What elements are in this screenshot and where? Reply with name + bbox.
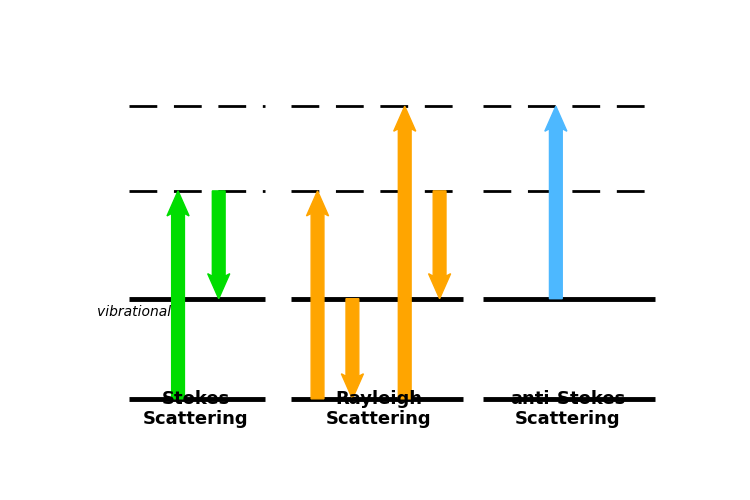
- FancyArrow shape: [167, 191, 189, 399]
- FancyArrow shape: [428, 191, 451, 298]
- FancyArrow shape: [307, 191, 328, 399]
- Text: anti-Stokes: anti-Stokes: [510, 390, 625, 408]
- Text: Scattering: Scattering: [142, 410, 248, 428]
- Text: vibrational: vibrational: [97, 305, 171, 319]
- Text: Stokes: Stokes: [161, 390, 230, 408]
- FancyArrow shape: [208, 191, 230, 298]
- Text: Rayleigh: Rayleigh: [335, 390, 422, 408]
- FancyArrow shape: [394, 106, 416, 399]
- FancyArrow shape: [544, 106, 567, 298]
- Text: Scattering: Scattering: [326, 410, 431, 428]
- Text: Scattering: Scattering: [514, 410, 620, 428]
- FancyArrow shape: [341, 298, 364, 399]
